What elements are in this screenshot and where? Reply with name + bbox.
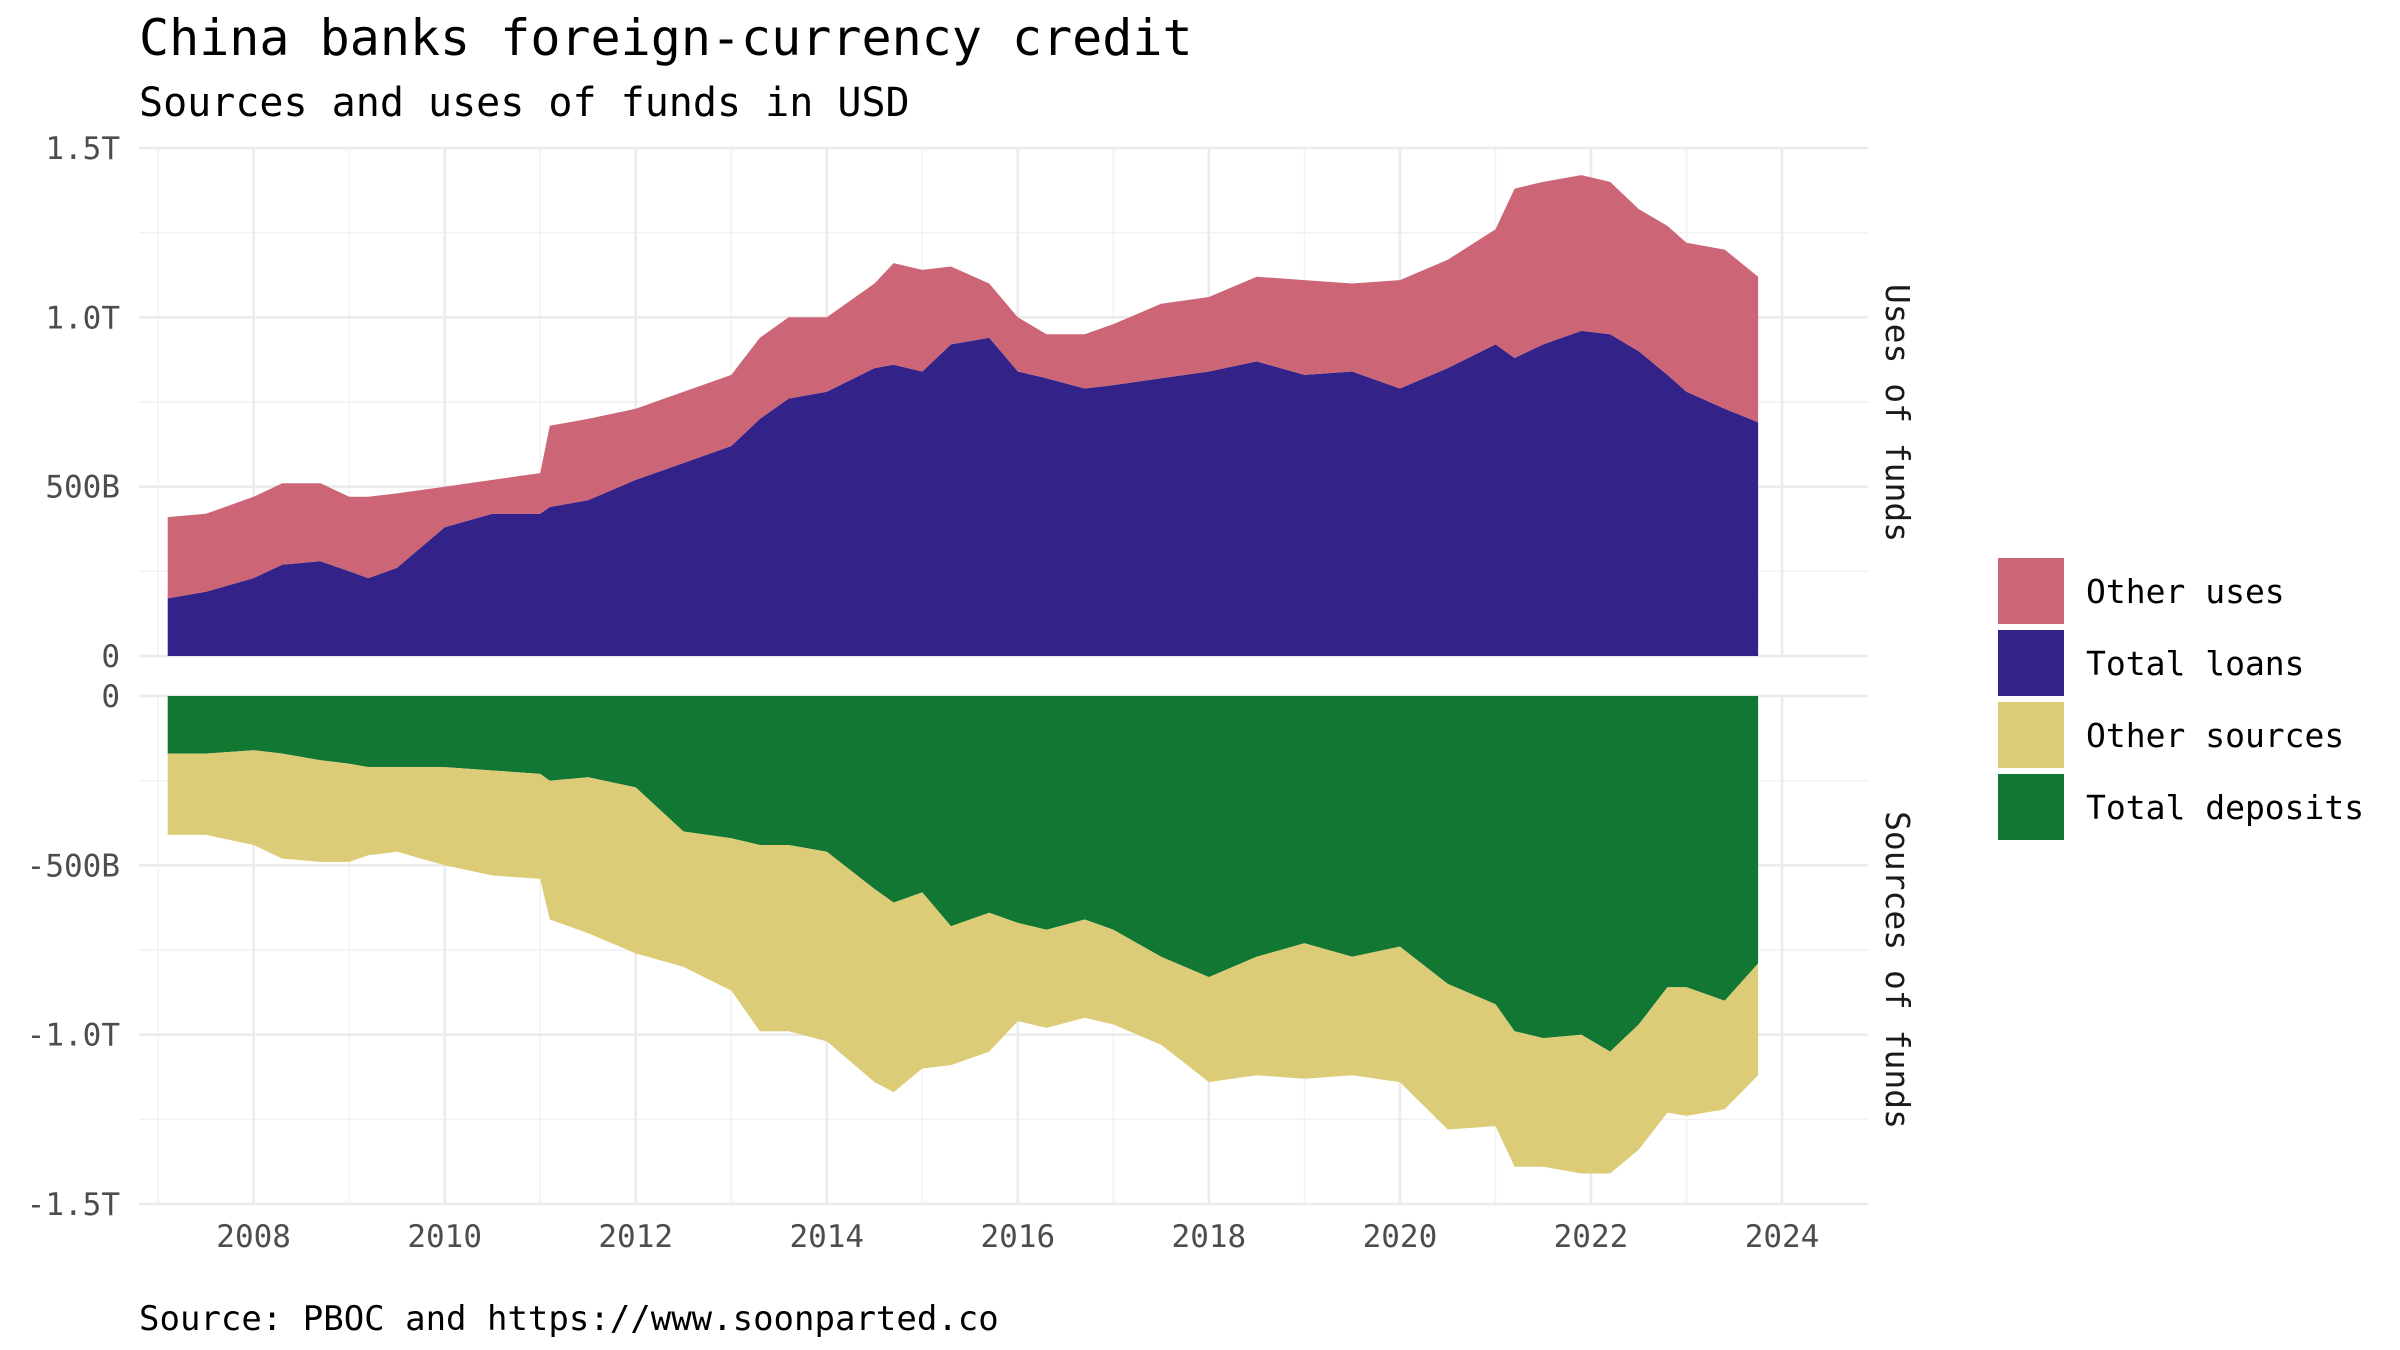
legend-swatch-other-uses — [1998, 558, 2064, 624]
facet-label-sources: Sources of funds — [1878, 811, 1917, 1129]
x-tick-label: 2018 — [1172, 1219, 1247, 1255]
area-other-uses — [167, 175, 1759, 599]
x-tick-label: 2024 — [1745, 1219, 1820, 1255]
areas-uses — [167, 175, 1759, 656]
area-total-deposits — [167, 696, 1759, 1052]
y-ticks-uses: 1.5T 1.0T 500B 0 — [45, 131, 120, 675]
area-other-sources — [167, 750, 1759, 1174]
panel-uses-of-funds: 1.5T 1.0T 500B 0 — [45, 131, 1868, 675]
facet-label-uses: Uses of funds — [1878, 284, 1917, 542]
chart-caption: Source: PBOC and https://www.soonparted.… — [139, 1299, 999, 1339]
y-tick-label: -1.0T — [27, 1018, 120, 1054]
y-tick-label: 500B — [45, 470, 120, 506]
x-tick-label: 2020 — [1363, 1219, 1438, 1255]
chart-subtitle: Sources and uses of funds in USD — [139, 80, 910, 126]
chart-title: China banks foreign-currency credit — [139, 9, 1193, 67]
legend-swatch-total-deposits — [1998, 774, 2064, 840]
legend-swatch-other-sources — [1998, 702, 2064, 768]
areas-sources — [167, 696, 1759, 1174]
y-tick-label: 1.0T — [45, 300, 120, 336]
x-axis-ticks: 2008 2010 2012 2014 2016 2018 2020 2022 2024 — [216, 1219, 1819, 1255]
legend-label-total-loans: Total loans — [2086, 644, 2305, 683]
legend-label-other-sources: Other sources — [2086, 716, 2344, 755]
y-tick-label: 1.5T — [45, 131, 120, 167]
y-tick-label: 0 — [101, 679, 120, 715]
x-tick-label: 2010 — [407, 1219, 482, 1255]
x-tick-label: 2016 — [981, 1219, 1056, 1255]
y-tick-label: -1.5T — [27, 1187, 120, 1223]
x-tick-label: 2008 — [216, 1219, 291, 1255]
legend: Other uses Total loans Other sources Total … — [1998, 558, 2364, 840]
x-tick-label: 2012 — [598, 1219, 673, 1255]
legend-label-other-uses: Other uses — [2086, 572, 2285, 611]
area-total-loans — [167, 330, 1759, 656]
x-tick-label: 2022 — [1554, 1219, 1629, 1255]
y-ticks-sources: 0 -500B -1.0T -1.5T — [27, 679, 120, 1223]
legend-swatch-total-loans — [1998, 630, 2064, 696]
legend-label-total-deposits: Total deposits — [2086, 788, 2364, 827]
y-tick-label: -500B — [27, 848, 120, 884]
x-tick-label: 2014 — [789, 1219, 864, 1255]
panel-sources-of-funds: 0 -500B -1.0T -1.5T — [27, 679, 1868, 1223]
y-tick-label: 0 — [101, 639, 120, 675]
